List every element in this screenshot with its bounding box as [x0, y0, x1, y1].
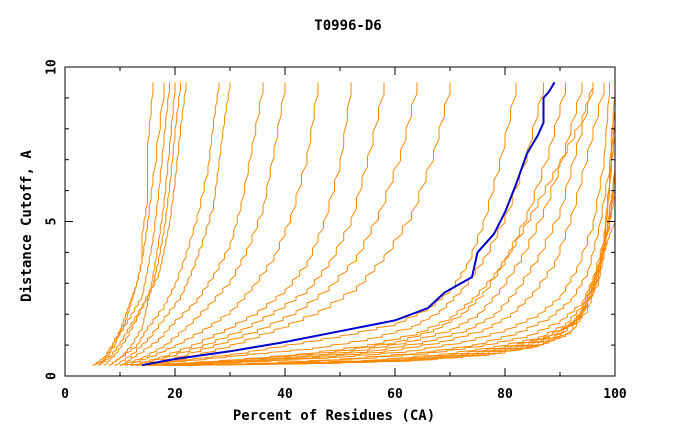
curve-flat-12 [169, 159, 616, 366]
curve-steep-12 [130, 82, 352, 366]
x-tick-label-100: 100 [603, 387, 627, 402]
curve-steep-5 [103, 82, 187, 366]
highlight-curve-group [141, 81, 556, 367]
y-axis-label: Distance Cutoff, A [19, 150, 35, 302]
curve-steep-13 [130, 82, 385, 366]
curve-steep-10 [119, 82, 286, 366]
curve-flat-17 [185, 165, 616, 366]
curve-steep-2 [97, 82, 154, 366]
highlight-curve [141, 81, 556, 367]
x-tick-label-0: 0 [61, 387, 69, 402]
curve-flat-2 [136, 82, 544, 366]
other-curves-group [92, 82, 616, 366]
curve-steep-6 [108, 82, 176, 366]
y-tick-label-0: 0 [45, 372, 60, 380]
curve-steep-14 [136, 82, 418, 366]
curve-flat-18 [147, 82, 594, 366]
curve-flat-3 [141, 82, 566, 366]
curve-steep-8 [114, 82, 231, 366]
curve-flat-9 [163, 97, 616, 366]
x-tick-label-80: 80 [497, 387, 513, 402]
axis-ticks-group: 0 20 40 60 80 100 0 5 10 [45, 59, 627, 402]
curve-flat-7 [158, 82, 610, 366]
curve-steep-9 [119, 82, 264, 366]
x-axis-label: Percent of Residues (CA) [233, 408, 435, 424]
curve-steep-15 [141, 82, 451, 366]
y-tick-label-5: 5 [45, 218, 60, 226]
curve-steep-3 [92, 82, 170, 366]
chart-title: T0996-D6 [314, 18, 381, 34]
curve-steep-4 [97, 82, 181, 366]
x-tick-label-60: 60 [387, 387, 403, 402]
x-tick-label-40: 40 [277, 387, 293, 402]
x-tick-label-20: 20 [167, 387, 183, 402]
y-tick-label-10: 10 [45, 59, 60, 75]
curve-steep-7 [108, 82, 220, 366]
curve-steep-11 [125, 82, 319, 366]
curve-flat-1 [130, 82, 517, 366]
curve-flat-15 [180, 221, 616, 366]
curve-flat-11 [169, 128, 616, 366]
